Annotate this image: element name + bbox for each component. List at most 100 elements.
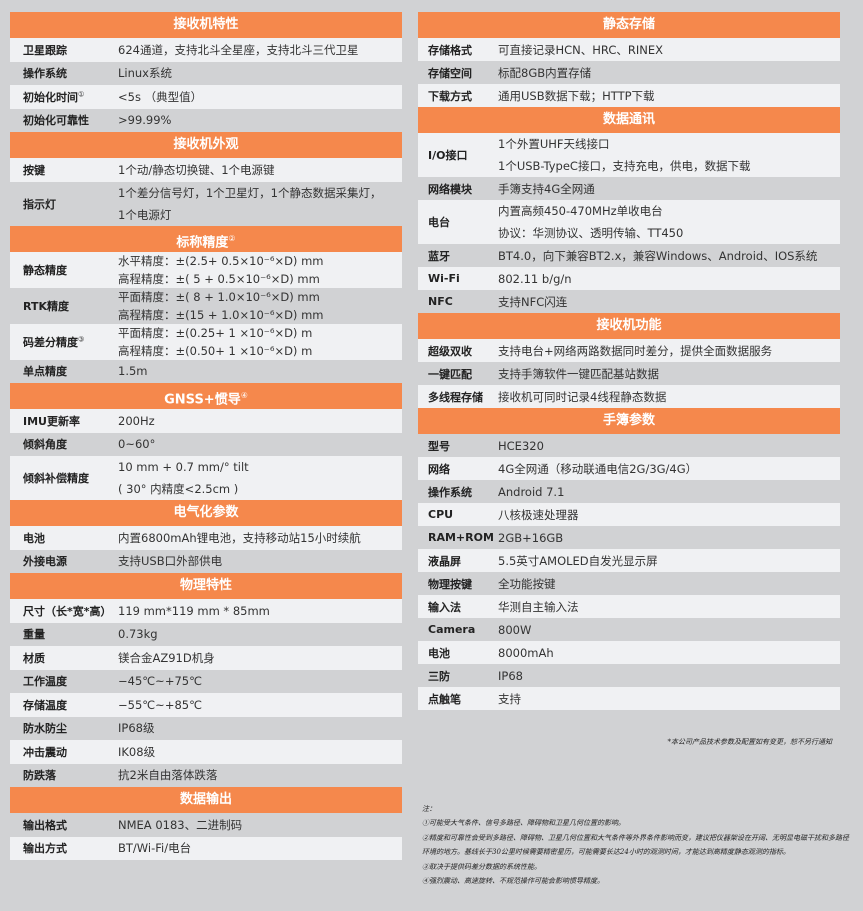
spec-value: 华测自主输入法 (498, 596, 840, 618)
spec-label: 卫星跟踪 (10, 42, 118, 58)
spec-label: 工作温度 (10, 673, 118, 689)
spec-value: 0.73kg (118, 623, 402, 645)
spec-label: 电池 (418, 645, 498, 661)
spec-row: 输入法 华测自主输入法 (418, 595, 840, 618)
spec-value-line: 1个USB-TypeC接口，支持充电，供电，数据下载 (498, 159, 751, 173)
spec-row: 网络模块 手簿支持4G全网通 (418, 177, 840, 200)
section-title: 接收机特性 (173, 17, 239, 32)
spec-value-line: 1个差分信号灯，1个卫星灯，1个静态数据采集灯， (118, 185, 382, 200)
spec-label-text: 电池 (23, 531, 45, 545)
spec-value-line: 内置6800mAh锂电池，支持移动站15小时续航 (118, 530, 361, 545)
spec-label-text: 初始化时间 (23, 90, 78, 104)
spec-value: 1个差分信号灯，1个卫星灯，1个静态数据采集灯， 1个电源灯 (118, 182, 402, 226)
spec-value-line: 高程精度：±( 5 + 0.5×10⁻⁶×D) mm (118, 271, 320, 286)
spec-value-line: 800W (498, 622, 532, 637)
spec-value: 内置6800mAh锂电池，支持移动站15小时续航 (118, 527, 402, 549)
spec-value: 标配8GB内置存储 (498, 62, 840, 84)
spec-label-text: 液晶屏 (428, 554, 461, 568)
section-title: 静态存储 (602, 17, 655, 32)
spec-label: 下载方式 (418, 88, 498, 104)
spec-value-line: ( 30° 内精度<2.5cm ) (118, 482, 239, 496)
section-header: 电气化参数 (10, 500, 402, 526)
spec-value-line: 抗2米自由落体跌落 (118, 768, 218, 783)
spec-value: 800W (498, 619, 840, 641)
spec-label: 电池 (10, 530, 118, 546)
spec-label-text: 倾斜角度 (23, 438, 67, 452)
section-header: 手簿参数 (418, 408, 840, 434)
spec-value-line: 八核极速处理器 (498, 507, 579, 522)
spec-value-line: 平面精度：±( 8 + 1.0×10⁻⁶×D) mm (118, 289, 320, 304)
spec-label-text: 码差分精度 (23, 335, 78, 349)
spec-value: 水平精度：±(2.5+ 0.5×10⁻⁶×D) mm 高程精度：±( 5 + 0.… (118, 252, 402, 288)
spec-row: 存储格式 可直接记录HCN、HRC、RINEX (418, 38, 840, 61)
spec-value: 抗2米自由落体跌落 (118, 764, 402, 786)
spec-label-text: 外接电源 (23, 555, 67, 569)
spec-value: IP68 (498, 665, 840, 687)
spec-value-line: 全功能按键 (498, 576, 556, 591)
spec-label: 存储格式 (418, 42, 498, 58)
spec-value-line: 119 mm*119 mm * 85mm (118, 603, 270, 618)
spec-value-line: 200Hz (118, 413, 155, 428)
spec-label: 尺寸（长*宽*高） (10, 603, 118, 619)
spec-label-text: NFC (428, 295, 453, 308)
section-title: 数据通讯 (602, 112, 655, 127)
spec-label-text: 输入法 (428, 600, 461, 614)
section-header: 接收机功能 (418, 313, 840, 339)
spec-value: 接收机可同时记录4线程静态数据 (498, 386, 840, 408)
note-3: ③取决于提供码差分数据的系统性能。 (422, 862, 541, 871)
spec-value-line: 1.5m (118, 364, 148, 379)
spec-row: 冲击震动 IK08级 (10, 740, 402, 764)
spec-value: IK08级 (118, 741, 402, 763)
spec-value-line: 水平精度：±(2.5+ 0.5×10⁻⁶×D) mm (118, 253, 324, 268)
spec-value: NMEA 0183、二进制码 (118, 814, 402, 836)
spec-label: 码差分精度③ (10, 334, 118, 350)
spec-value: 八核极速处理器 (498, 504, 840, 526)
spec-row: NFC 支持NFC闪连 (418, 290, 840, 313)
spec-row: 存储温度 −55℃~+85℃ (10, 693, 402, 717)
spec-label: 倾斜角度 (10, 436, 118, 452)
spec-label-text: RAM+ROM (428, 531, 494, 544)
section-header: 接收机外观 (10, 132, 402, 158)
spec-value-line: 手簿支持4G全网通 (498, 181, 595, 196)
spec-label-text: 初始化可靠性 (23, 114, 89, 128)
spec-value-line: −45℃~+75℃ (118, 674, 203, 689)
spec-value-line: 镁合金AZ91D机身 (118, 650, 215, 665)
spec-value-line: NMEA 0183、二进制码 (118, 817, 243, 832)
spec-label: 多线程存储 (418, 389, 498, 405)
spec-value: BT/Wi-Fi/电台 (118, 837, 402, 859)
spec-value: 10 mm + 0.7 mm/° tilt ( 30° 内精度<2.5cm ) (118, 456, 402, 500)
footnote-marker: ③ (78, 334, 85, 343)
spec-value: BT4.0，向下兼容BT2.x，兼容Windows、Android、IOS系统 (498, 245, 840, 267)
spec-row: 初始化时间① <5s （典型值） (10, 85, 402, 109)
spec-label: RTK精度 (10, 298, 118, 314)
spec-value-line: 0~60° (118, 437, 156, 452)
spec-label-text: 网络 (428, 462, 450, 476)
note-4: ④强烈震动、高速旋转、不规范操作可能会影响惯导精度。 (422, 877, 604, 885)
spec-label: 初始化时间① (10, 89, 118, 105)
spec-value-line: 支持 (498, 691, 521, 706)
spec-value-line: Linux系统 (118, 66, 172, 81)
spec-value-line: 1个动/静态切换键、1个电源键 (118, 162, 275, 177)
spec-value-line: 624通道，支持北斗全星座，支持北斗三代卫星 (118, 42, 359, 57)
spec-label-text: 工作温度 (23, 675, 67, 689)
spec-value-line: 支持NFC闪连 (498, 294, 568, 309)
spec-label: CPU (418, 508, 498, 521)
left-spec-column: 接收机特性 卫星跟踪 624通道，支持北斗全星座，支持北斗三代卫星 操作系统 Linux… (10, 12, 402, 860)
spec-label-text: 操作系统 (428, 485, 472, 499)
footnote-marker: ④ (240, 391, 248, 400)
spec-value: Linux系统 (118, 62, 402, 84)
spec-label: 重量 (10, 626, 118, 642)
spec-label-text: 按键 (23, 163, 45, 177)
spec-value-line: 高程精度：±(15 + 1.0×10⁻⁶×D) mm (118, 307, 324, 322)
spec-value: 平面精度：±( 8 + 1.0×10⁻⁶×D) mm 高程精度：±(15 + 1.… (118, 288, 402, 324)
spec-value: 支持电台+网络两路数据同时差分，提供全面数据服务 (498, 340, 840, 362)
spec-label-text: 存储空间 (428, 66, 472, 80)
spec-label: 型号 (418, 438, 498, 454)
spec-value-line: 支持手簿软件一键匹配基站数据 (498, 366, 659, 381)
spec-label-text: 网络模块 (428, 182, 472, 196)
spec-row: 倾斜角度 0~60° (10, 432, 402, 456)
spec-value-line: <5s （典型值） (118, 89, 203, 104)
spec-value-line: 1个外置UHF天线接口 (498, 137, 610, 151)
spec-label: 输出方式 (10, 840, 118, 856)
spec-label-text: IMU更新率 (23, 414, 80, 428)
